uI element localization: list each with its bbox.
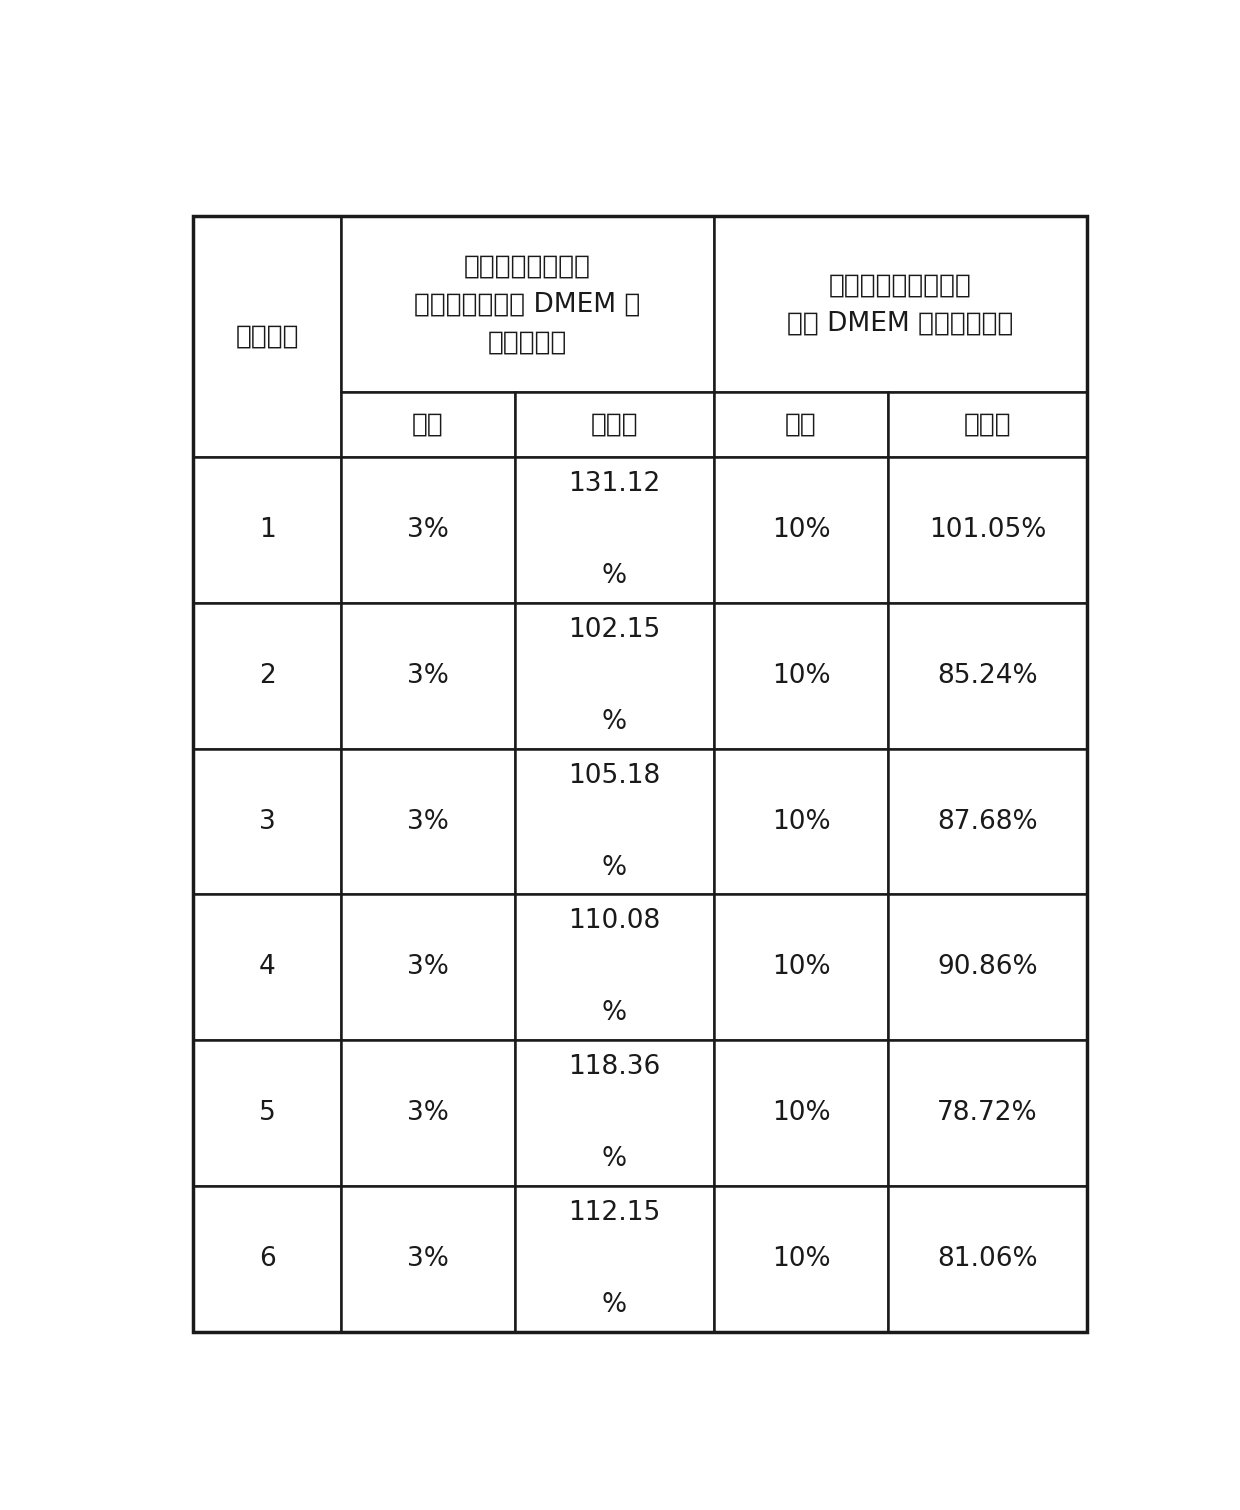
Text: 6: 6 — [259, 1246, 275, 1273]
Bar — [515, 1040, 714, 1187]
Text: 5: 5 — [259, 1101, 275, 1126]
Bar — [888, 894, 1087, 1040]
Bar — [515, 894, 714, 1040]
Bar — [888, 602, 1087, 749]
Bar — [714, 456, 888, 602]
Bar — [714, 216, 1087, 393]
Text: 生长率: 生长率 — [590, 411, 639, 438]
Bar — [341, 456, 515, 602]
Bar — [714, 1040, 888, 1187]
Text: 浓度: 浓度 — [785, 411, 817, 438]
Text: 3%: 3% — [407, 808, 449, 835]
Bar — [515, 749, 714, 894]
Bar — [888, 1187, 1087, 1332]
Bar — [888, 1040, 1087, 1187]
Text: 10%: 10% — [771, 954, 831, 980]
Text: 人皮肤成纤维细胞
（溶剂为高糖型 DMEM 细
胞培养液）: 人皮肤成纤维细胞 （溶剂为高糖型 DMEM 细 胞培养液） — [414, 254, 641, 355]
Text: 1: 1 — [259, 516, 275, 542]
Text: 81.06%: 81.06% — [937, 1246, 1038, 1273]
Bar — [515, 393, 714, 456]
Bar — [714, 1187, 888, 1332]
Text: 105.18

%: 105.18 % — [568, 763, 661, 880]
Text: 101.05%: 101.05% — [929, 516, 1047, 542]
Text: 10%: 10% — [771, 516, 831, 542]
Text: 85.24%: 85.24% — [937, 663, 1038, 689]
Bar — [714, 602, 888, 749]
Text: 10%: 10% — [771, 1101, 831, 1126]
Text: 人皮肤角质细胞（高
糖型 DMEM 细胞培养液）: 人皮肤角质细胞（高 糖型 DMEM 细胞培养液） — [787, 272, 1014, 337]
Text: 131.12

%: 131.12 % — [568, 471, 661, 589]
Text: 浓度: 浓度 — [412, 411, 444, 438]
Bar — [515, 1187, 714, 1332]
Bar — [714, 894, 888, 1040]
Bar — [341, 393, 515, 456]
Bar — [714, 749, 888, 894]
Text: 3%: 3% — [407, 1101, 449, 1126]
Bar — [341, 1040, 515, 1187]
Bar — [515, 456, 714, 602]
Text: 3: 3 — [259, 808, 275, 835]
Bar — [515, 602, 714, 749]
Text: 10%: 10% — [771, 1246, 831, 1273]
Text: 10%: 10% — [771, 808, 831, 835]
Text: 112.15

%: 112.15 % — [568, 1200, 661, 1318]
Text: 3%: 3% — [407, 663, 449, 689]
Text: 90.86%: 90.86% — [937, 954, 1038, 980]
Text: 3%: 3% — [407, 954, 449, 980]
Bar — [341, 216, 714, 393]
Bar — [341, 1187, 515, 1332]
Bar — [193, 1187, 341, 1332]
Text: 4: 4 — [259, 954, 275, 980]
Bar — [193, 1040, 341, 1187]
Bar — [341, 749, 515, 894]
Text: 78.72%: 78.72% — [937, 1101, 1038, 1126]
Bar — [888, 456, 1087, 602]
Text: 110.08

%: 110.08 % — [568, 909, 661, 1027]
Bar — [193, 216, 341, 456]
Bar — [193, 456, 341, 602]
Text: 实施例子: 实施例子 — [236, 323, 299, 349]
Text: 87.68%: 87.68% — [937, 808, 1038, 835]
Bar — [341, 602, 515, 749]
Bar — [193, 749, 341, 894]
Bar — [888, 393, 1087, 456]
Text: 118.36

%: 118.36 % — [568, 1054, 661, 1172]
Bar — [888, 749, 1087, 894]
Text: 2: 2 — [259, 663, 275, 689]
Text: 生长率: 生长率 — [963, 411, 1012, 438]
Bar — [714, 393, 888, 456]
Bar — [193, 602, 341, 749]
Bar — [193, 894, 341, 1040]
Text: 102.15

%: 102.15 % — [568, 616, 661, 734]
Text: 3%: 3% — [407, 516, 449, 542]
Text: 3%: 3% — [407, 1246, 449, 1273]
Bar — [341, 894, 515, 1040]
Text: 10%: 10% — [771, 663, 831, 689]
